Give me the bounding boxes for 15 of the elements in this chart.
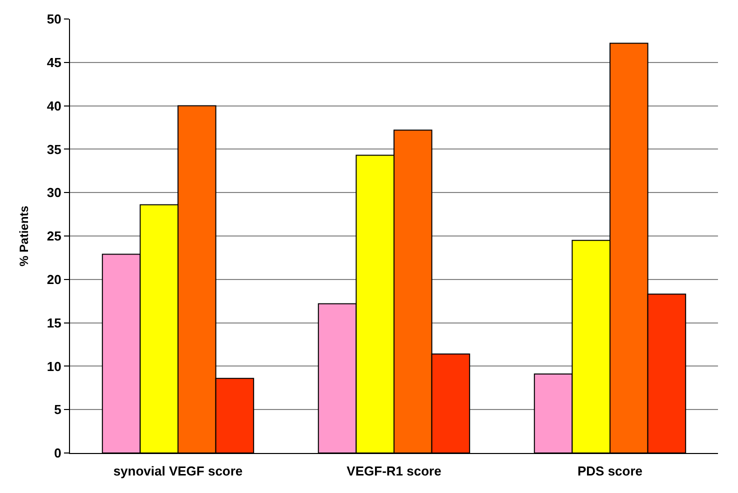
y-tick-label: 30 [46, 185, 62, 200]
y-axis-title: % Patients [17, 205, 32, 266]
y-tick-label: 5 [54, 402, 62, 418]
y-tick-label: 45 [46, 54, 62, 70]
y-tick-label: 40 [46, 98, 62, 114]
y-tick-label: 15 [46, 315, 62, 330]
x-tick-label: VEGF-R1 score [346, 464, 442, 479]
y-tick-label: 20 [46, 272, 62, 287]
x-tick-label: PDS score [577, 464, 643, 479]
x-tick-label: synovial VEGF score [113, 464, 243, 479]
y-tick-label: 35 [46, 142, 62, 157]
y-tick-label: 0 [54, 446, 62, 461]
y-tick-label: 10 [46, 358, 62, 374]
y-tick-label: 50 [46, 12, 62, 27]
y-tick-label: 25 [46, 228, 62, 244]
